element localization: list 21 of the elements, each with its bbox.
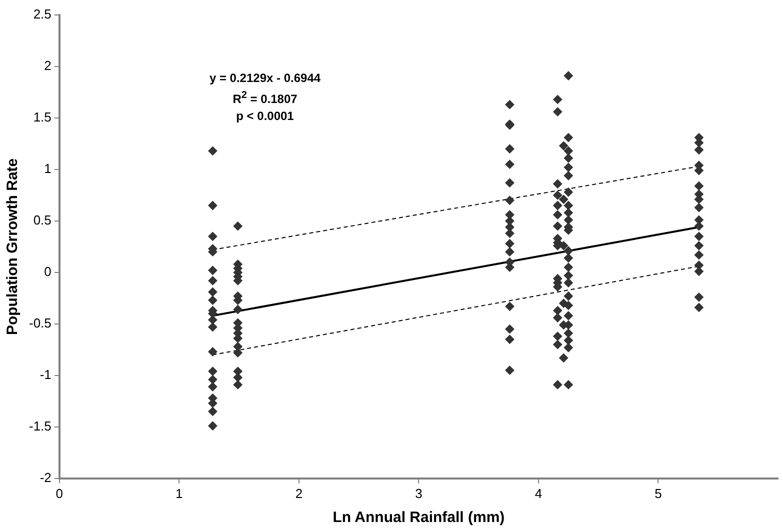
y-axis-title: Population Grrowth Rate xyxy=(4,158,22,336)
annotation: R$^{2}$ = 0.1807 xyxy=(232,89,298,108)
y-tick-label: 1.5 xyxy=(33,110,52,125)
x-tick-label: 3 xyxy=(415,486,422,501)
x-tick-label: 5 xyxy=(654,486,662,501)
x-tick-label: 2 xyxy=(295,486,303,501)
x-tick-label: 4 xyxy=(534,486,542,501)
y-tick-label: 0.5 xyxy=(33,212,52,228)
annotation: p < 0.0001 xyxy=(235,108,295,125)
x-tick-label: 1 xyxy=(176,486,183,501)
x-tick-label: 0 xyxy=(56,486,64,501)
y-tick-label: -0.5 xyxy=(28,316,52,331)
y-tick-label: -2 xyxy=(40,470,52,485)
annotation: y = 0.2129x - 0.6944 xyxy=(208,70,322,87)
x-axis-title: Ln Annual Rainfall (mm) xyxy=(332,509,505,526)
y-tick-label: 2 xyxy=(44,58,52,74)
y-tick-label: -1.5 xyxy=(28,418,52,434)
y-tick-label: 2.5 xyxy=(33,6,52,22)
y-tick-label: -1 xyxy=(40,367,52,382)
y-tick-label: 1 xyxy=(44,161,52,176)
y-tick-label: 0 xyxy=(44,264,52,280)
